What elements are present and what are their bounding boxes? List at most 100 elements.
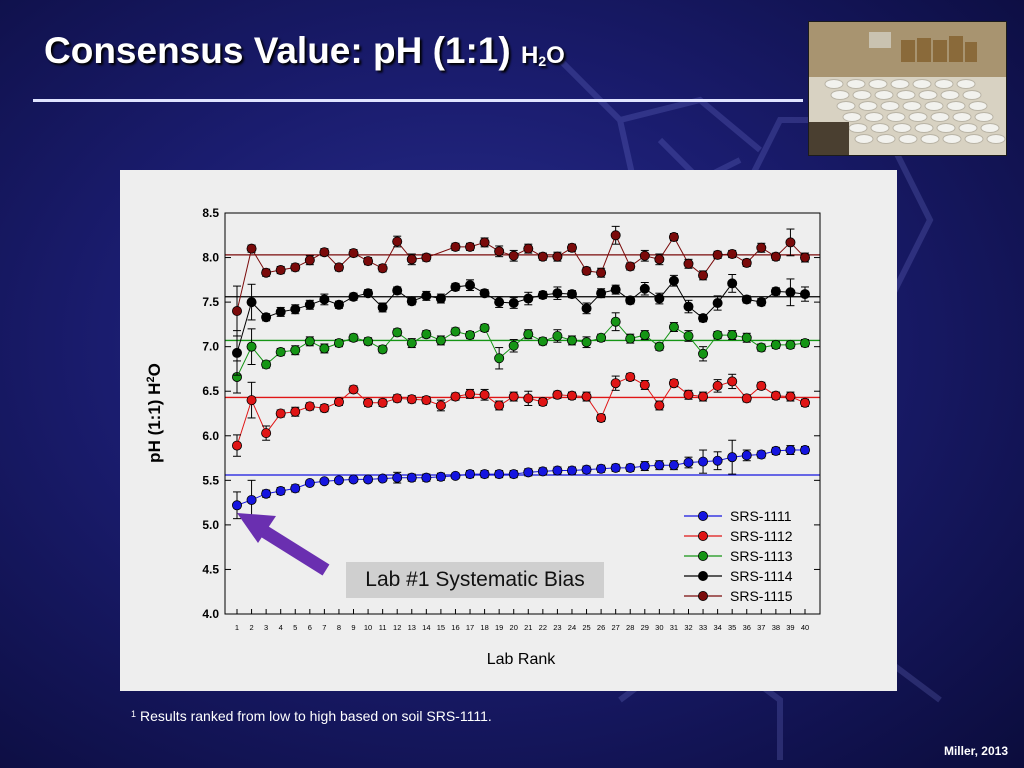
legend-label: SRS-1112 xyxy=(730,528,793,544)
credit: Miller, 2013 xyxy=(943,744,1008,758)
data-point xyxy=(450,241,461,252)
data-point xyxy=(523,243,534,254)
title-o: O xyxy=(546,42,565,69)
data-point xyxy=(770,339,781,350)
data-point xyxy=(756,242,767,253)
data-point xyxy=(625,462,636,473)
data-point xyxy=(552,251,563,262)
data-point xyxy=(727,376,738,387)
data-point xyxy=(610,316,621,327)
data-point xyxy=(450,326,461,337)
x-tick-label: 8 xyxy=(337,623,341,632)
data-point xyxy=(261,312,272,323)
data-point xyxy=(610,378,621,389)
data-point xyxy=(246,341,257,352)
data-point xyxy=(698,348,709,359)
data-point xyxy=(435,471,446,482)
data-point xyxy=(654,254,665,265)
data-point xyxy=(683,457,694,468)
title-h: H xyxy=(521,42,539,69)
x-tick-label: 40 xyxy=(801,623,809,632)
x-tick-label: 28 xyxy=(626,623,634,632)
data-point xyxy=(406,296,417,307)
data-point xyxy=(348,474,359,485)
data-point xyxy=(435,293,446,304)
x-tick-label: 22 xyxy=(539,623,547,632)
series-line xyxy=(236,376,806,446)
data-point xyxy=(712,380,723,391)
x-tick-label: 25 xyxy=(582,623,590,632)
data-point xyxy=(668,322,679,333)
data-point xyxy=(727,278,738,289)
data-point xyxy=(654,293,665,304)
legend-label: SRS-1111 xyxy=(730,508,792,524)
data-point xyxy=(508,391,519,402)
title-subscript: 2 xyxy=(538,53,547,69)
legend-marker xyxy=(698,590,709,601)
data-point xyxy=(363,336,374,347)
y-tick-label: 8.5 xyxy=(202,206,219,220)
data-point xyxy=(508,298,519,309)
data-point xyxy=(392,327,403,338)
data-point xyxy=(537,396,548,407)
data-point xyxy=(319,403,330,414)
x-tick-label: 13 xyxy=(408,623,416,632)
data-point xyxy=(625,295,636,306)
data-point xyxy=(421,472,432,483)
data-point xyxy=(639,330,650,341)
data-point xyxy=(377,344,388,355)
series-line xyxy=(236,279,806,354)
data-point xyxy=(668,378,679,389)
title-rule xyxy=(33,99,803,102)
data-point xyxy=(581,337,592,348)
x-tick-label: 39 xyxy=(786,623,794,632)
data-point xyxy=(290,345,301,356)
x-tick-label: 7 xyxy=(322,623,326,632)
data-point xyxy=(639,250,650,261)
data-point xyxy=(363,256,374,267)
data-point xyxy=(741,294,752,305)
data-point xyxy=(290,483,301,494)
data-point xyxy=(333,475,344,486)
data-point xyxy=(465,388,476,399)
x-tick-label: 17 xyxy=(466,623,474,632)
data-point xyxy=(319,247,330,258)
data-point xyxy=(537,251,548,262)
data-point xyxy=(566,335,577,346)
data-point xyxy=(421,252,432,263)
data-point xyxy=(232,440,243,451)
data-point xyxy=(741,393,752,404)
data-point xyxy=(246,243,257,254)
data-point xyxy=(275,306,286,317)
data-point xyxy=(625,371,636,382)
data-point xyxy=(800,338,811,349)
x-tick-label: 6 xyxy=(308,623,312,632)
x-tick-label: 34 xyxy=(713,623,721,632)
y-axis-label: pH (1:1) H2O xyxy=(145,363,164,463)
x-tick-label: 9 xyxy=(351,623,355,632)
x-tick-label: 30 xyxy=(655,623,663,632)
data-point xyxy=(800,397,811,408)
data-point xyxy=(698,391,709,402)
x-tick-label: 14 xyxy=(422,623,430,632)
data-point xyxy=(348,248,359,259)
data-point xyxy=(275,408,286,419)
data-point xyxy=(639,461,650,472)
data-point xyxy=(625,261,636,272)
legend-label: SRS-1114 xyxy=(730,568,793,584)
data-point xyxy=(392,472,403,483)
data-point xyxy=(800,289,811,300)
data-point xyxy=(392,236,403,247)
x-tick-label: 4 xyxy=(279,623,283,632)
x-tick-label: 20 xyxy=(510,623,518,632)
data-point xyxy=(654,400,665,411)
legend-marker xyxy=(698,550,709,561)
data-point xyxy=(683,301,694,312)
footnote: 1 Results ranked from low to high based o… xyxy=(131,708,492,724)
data-point xyxy=(363,288,374,299)
data-point xyxy=(290,304,301,315)
data-point xyxy=(800,252,811,263)
data-point xyxy=(698,270,709,281)
data-point xyxy=(785,237,796,248)
y-tick-label: 6.0 xyxy=(202,429,219,443)
